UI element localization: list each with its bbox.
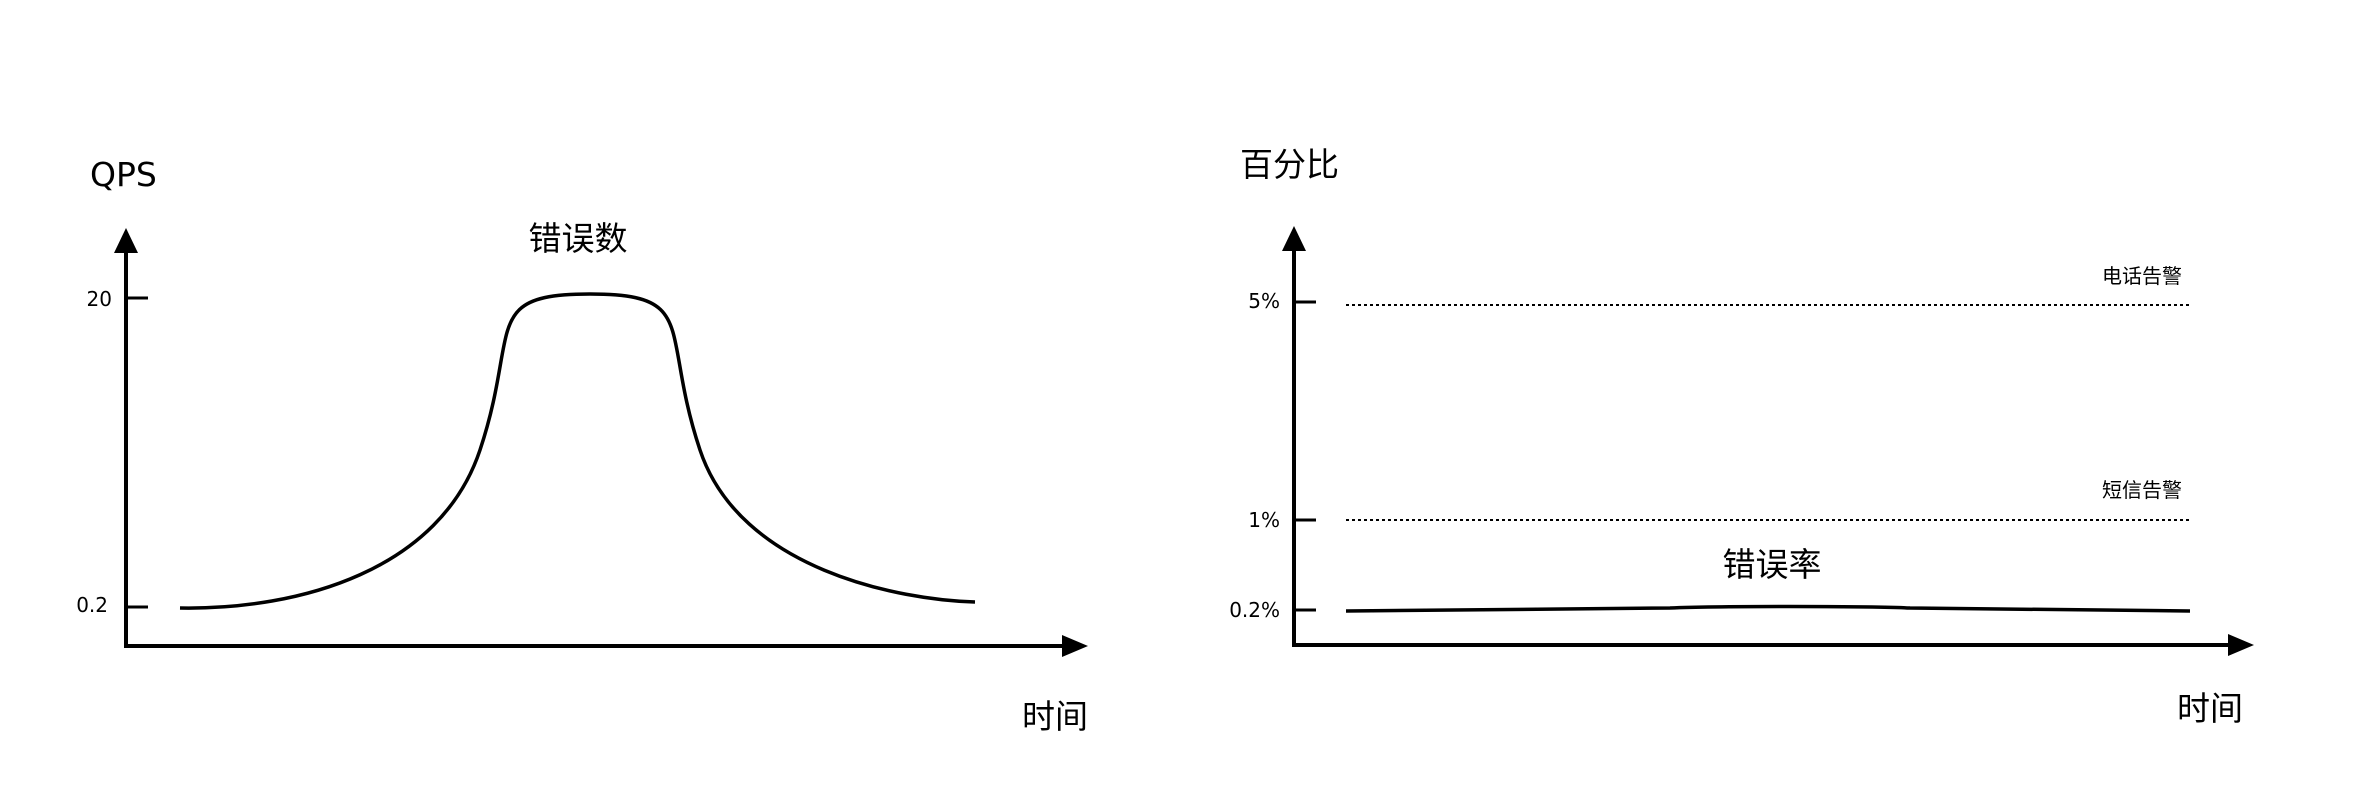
threshold-label-phone-alert: 电话告警: [2102, 264, 2182, 288]
right-diagram: 百分比 5% 电话告警 1% 短信告警 0.2% 错误率 时间: [1229, 145, 2254, 728]
right-tick-label-5pct: 5%: [1248, 289, 1280, 313]
right-y-axis-label: 百分比: [1240, 145, 1339, 184]
left-tick-label-0-2: 0.2: [76, 593, 108, 617]
error-count-curve: [179, 292, 976, 610]
left-tick-label-20: 20: [87, 287, 112, 311]
left-diagram: QPS 20 0.2 错误数 时间: [76, 155, 1088, 736]
right-y-axis-arrow-icon: [1282, 226, 1306, 251]
left-y-axis-arrow-icon: [114, 228, 138, 253]
right-x-axis-label: 时间: [2177, 689, 2243, 728]
left-x-axis-arrow-icon: [1062, 635, 1088, 657]
left-x-axis-label: 时间: [1022, 697, 1088, 736]
left-y-axis-label: QPS: [90, 155, 157, 194]
right-tick-label-1pct: 1%: [1248, 508, 1280, 532]
right-tick-label-0-2pct: 0.2%: [1229, 598, 1280, 622]
error-rate-curve: [1345, 604, 2191, 613]
right-x-axis-arrow-icon: [2228, 634, 2254, 656]
right-curve-label: 错误率: [1723, 545, 1822, 584]
left-curve-label: 错误数: [529, 219, 628, 258]
threshold-label-sms-alert: 短信告警: [2102, 478, 2182, 502]
